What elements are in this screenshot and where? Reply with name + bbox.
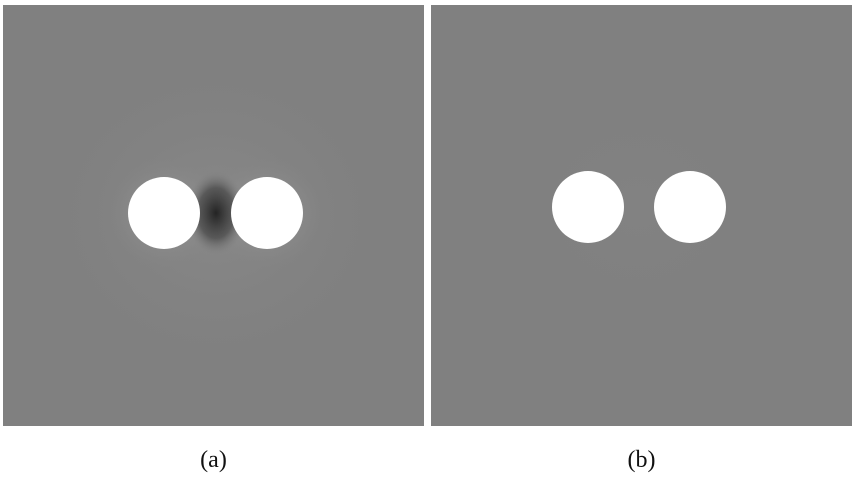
panel-b-disk-left bbox=[552, 171, 624, 243]
panel-b-streak-field bbox=[468, 57, 808, 357]
panel-b-disk-right bbox=[654, 171, 726, 243]
panel-b-image bbox=[431, 5, 852, 426]
panel-a-disk-left bbox=[128, 177, 200, 249]
panel-a-svg bbox=[3, 5, 424, 426]
panel-a-dark-artifact bbox=[186, 171, 246, 255]
panel-a-disk-right bbox=[231, 177, 303, 249]
panel-a-image bbox=[3, 5, 424, 426]
caption-b: (b) bbox=[627, 447, 656, 473]
caption-a: (a) bbox=[200, 447, 227, 473]
panel-b-svg bbox=[431, 5, 852, 426]
